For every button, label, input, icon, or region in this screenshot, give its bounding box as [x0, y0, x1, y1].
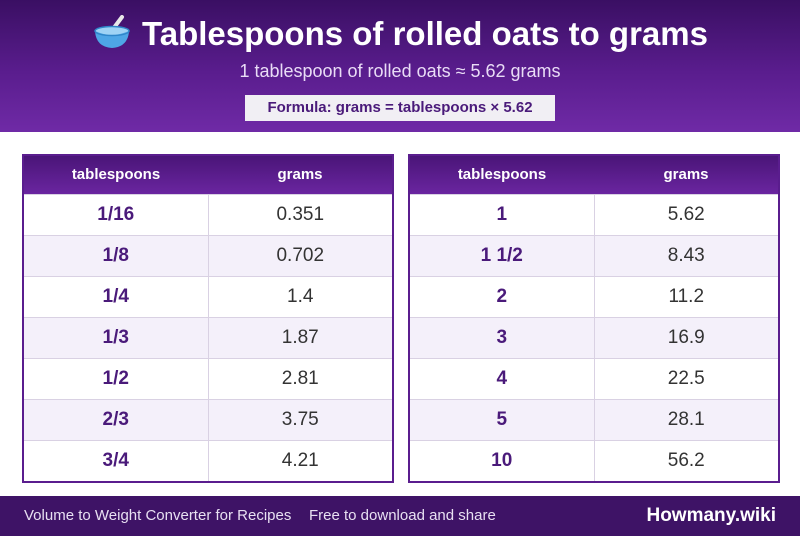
table-row: 5 28.1 — [410, 399, 778, 440]
tablespoons-cell: 1/4 — [24, 277, 209, 317]
column-header-tablespoons: tablespoons — [457, 166, 547, 183]
table-row: 10 56.2 — [410, 440, 778, 481]
table-row: 4 22.5 — [410, 358, 778, 399]
grams-cell: 22.5 — [667, 368, 705, 389]
footer-bar: Volume to Weight Converter for Recipes F… — [0, 496, 800, 536]
grams-cell: 8.43 — [667, 245, 705, 266]
table-row: 1/3 1.87 — [24, 317, 392, 358]
header-banner: Tablespoons of rolled oats to grams 1 ta… — [0, 0, 800, 132]
table-header: tablespoons grams — [24, 156, 392, 194]
grams-cell: 1.87 — [281, 327, 319, 348]
column-header-grams: grams — [663, 166, 709, 183]
table-row: 1 5.62 — [410, 194, 778, 235]
column-header-tablespoons: tablespoons — [71, 166, 161, 183]
tablespoons-cell: 1/2 — [24, 359, 209, 399]
grams-cell: 16.9 — [667, 327, 705, 348]
grams-cell: 28.1 — [667, 409, 705, 430]
tablespoons-cell: 1 1/2 — [410, 236, 595, 276]
table-row: 3 16.9 — [410, 317, 778, 358]
tablespoons-cell: 2 — [410, 277, 595, 317]
tablespoons-cell: 2/3 — [24, 400, 209, 440]
table-header: tablespoons grams — [410, 156, 778, 194]
grams-cell: 1.4 — [287, 286, 314, 307]
tablespoons-cell: 1/3 — [24, 318, 209, 358]
conversion-table-right: tablespoons grams 1 5.62 1 1/2 8.43 2 11… — [408, 154, 780, 483]
bowl-with-spoon-icon — [92, 15, 132, 51]
page-title-text: Tablespoons of rolled oats to grams — [142, 15, 708, 52]
table-row: 1/2 2.81 — [24, 358, 392, 399]
tablespoons-cell: 3 — [410, 318, 595, 358]
tablespoons-cell: 3/4 — [24, 441, 209, 481]
table-row: 3/4 4.21 — [24, 440, 392, 481]
table-row: 1 1/2 8.43 — [410, 235, 778, 276]
brand-logo-text[interactable]: Howmany.wiki — [646, 505, 776, 526]
tablespoons-cell: 1/16 — [24, 195, 209, 235]
page-title: Tablespoons of rolled oats to grams — [0, 12, 800, 56]
tablespoons-cell: 10 — [410, 441, 595, 481]
table-row: 1/8 0.702 — [24, 235, 392, 276]
table-row: 2/3 3.75 — [24, 399, 392, 440]
tablespoons-cell: 1 — [410, 195, 595, 235]
footer-converter-text: Volume to Weight Converter for Recipes — [24, 507, 292, 524]
footer-share-text: Free to download and share — [309, 507, 496, 524]
grams-cell: 0.351 — [276, 204, 325, 225]
table-row: 2 11.2 — [410, 276, 778, 317]
grams-cell: 3.75 — [281, 409, 319, 430]
column-header-grams: grams — [277, 166, 323, 183]
grams-cell: 5.62 — [667, 204, 705, 225]
table-row: 1/4 1.4 — [24, 276, 392, 317]
tablespoons-cell: 4 — [410, 359, 595, 399]
formula-box: Formula: grams = tablespoons × 5.62 — [245, 95, 555, 121]
page-subtitle: 1 tablespoon of rolled oats ≈ 5.62 grams — [239, 61, 561, 81]
grams-cell: 0.702 — [276, 245, 325, 266]
tablespoons-cell: 5 — [410, 400, 595, 440]
grams-cell: 4.21 — [281, 450, 319, 471]
tablespoons-cell: 1/8 — [24, 236, 209, 276]
grams-cell: 2.81 — [281, 368, 319, 389]
table-row: 1/16 0.351 — [24, 194, 392, 235]
grams-cell: 56.2 — [667, 450, 705, 471]
conversion-table-left: tablespoons grams 1/16 0.351 1/8 0.702 1… — [22, 154, 394, 483]
grams-cell: 11.2 — [668, 286, 705, 307]
